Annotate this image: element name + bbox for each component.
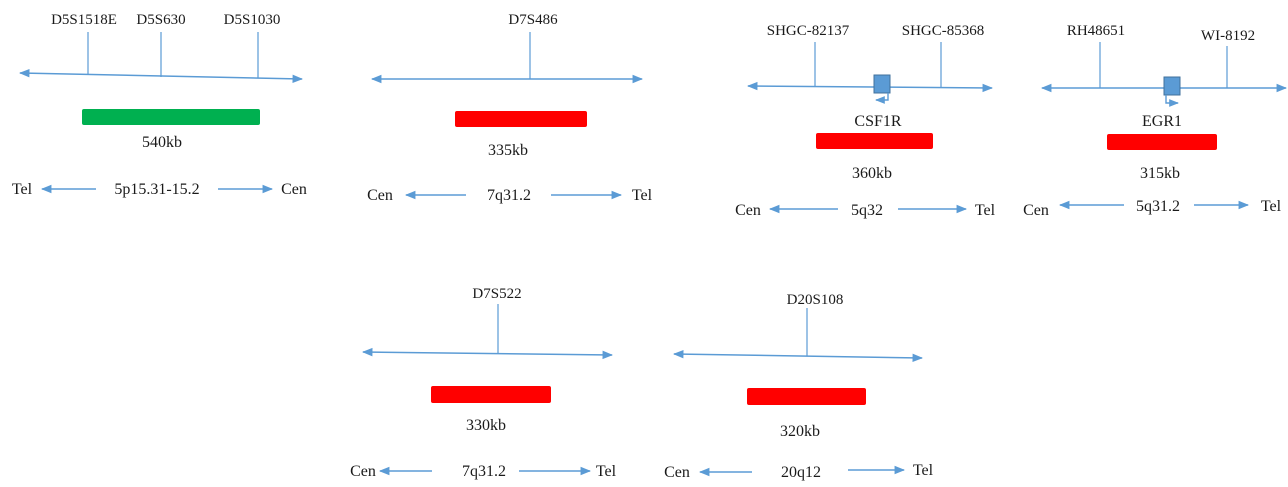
marker-label: WI-8192 — [1201, 28, 1255, 44]
gene-label: CSF1R — [854, 113, 901, 130]
probe-bar — [431, 386, 551, 403]
marker-label: SHGC-82137 — [767, 23, 850, 39]
gene-box — [1163, 76, 1181, 96]
orientation-right-label: Tel — [913, 462, 934, 479]
cytoband-label: 20q12 — [781, 464, 821, 481]
probe-bar — [1107, 134, 1217, 150]
panel-20q12: D20S108 320kb Cen 20q12 Tel — [664, 292, 934, 481]
gene-box — [873, 74, 891, 94]
orientation-right-label: Tel — [596, 463, 617, 480]
panel-5p15: D5S1518E D5S630 D5S1030 540kb Tel 5p15.3… — [12, 12, 307, 198]
chromosome-axis-line — [361, 347, 614, 360]
probe-size-label: 540kb — [142, 134, 182, 151]
panel-5q31: RH48651 WI-8192 EGR1 315kb Cen 5q31.2 Te… — [1023, 23, 1288, 219]
orientation-left-label: Cen — [350, 463, 376, 480]
marker-label: D5S630 — [136, 12, 185, 28]
chromosome-axis-line — [672, 349, 924, 363]
marker-label: D7S522 — [472, 286, 521, 302]
marker-label: SHGC-85368 — [902, 23, 985, 39]
probe-size-label: 320kb — [780, 423, 820, 440]
marker-label: D5S1030 — [224, 12, 281, 28]
cytoband-label: 7q31.2 — [487, 187, 531, 204]
orientation-left-label: Cen — [1023, 202, 1049, 219]
probe-bar — [455, 111, 587, 127]
marker-label: RH48651 — [1067, 23, 1125, 39]
probe-bar — [82, 109, 260, 125]
marker-label: D5S1518E — [51, 12, 117, 28]
chromosome-axis-line — [746, 81, 994, 93]
cytoband-label: 5q32 — [851, 202, 883, 219]
cytoband-label: 7q31.2 — [462, 463, 506, 480]
orientation-left-label: Cen — [664, 464, 690, 481]
cytoband-label: 5q31.2 — [1136, 198, 1180, 215]
orientation-left-label: Cen — [735, 202, 761, 219]
probe-size-label: 315kb — [1140, 165, 1180, 182]
probe-size-label: 330kb — [466, 417, 506, 434]
orientation-right-label: Tel — [1261, 198, 1282, 215]
transcription-direction-arrow — [875, 93, 889, 104]
orientation-right-label: Cen — [281, 181, 307, 198]
orientation-right-label: Tel — [632, 187, 653, 204]
transcription-direction-arrow — [1165, 95, 1179, 107]
probe-size-label: 360kb — [852, 165, 892, 182]
gene-label: EGR1 — [1142, 113, 1182, 130]
orientation-right-label: Tel — [975, 202, 996, 219]
panel-5q32: SHGC-82137 SHGC-85368 CSF1R 360kb Cen 5q… — [735, 23, 996, 219]
probe-bar — [747, 388, 866, 405]
panel-7q31-bottom: D7S522 330kb Cen 7q31.2 Tel — [350, 286, 617, 480]
orientation-left-label: Cen — [367, 187, 393, 204]
marker-label: D7S486 — [508, 12, 558, 28]
probe-size-label: 335kb — [488, 142, 528, 159]
probe-bar — [816, 133, 933, 149]
panel-7q31-top: D7S486 335kb Cen 7q31.2 Tel — [367, 12, 653, 204]
marker-label: D20S108 — [787, 292, 844, 308]
cytoband-label: 5p15.31-15.2 — [114, 181, 199, 198]
orientation-left-label: Tel — [12, 181, 33, 198]
